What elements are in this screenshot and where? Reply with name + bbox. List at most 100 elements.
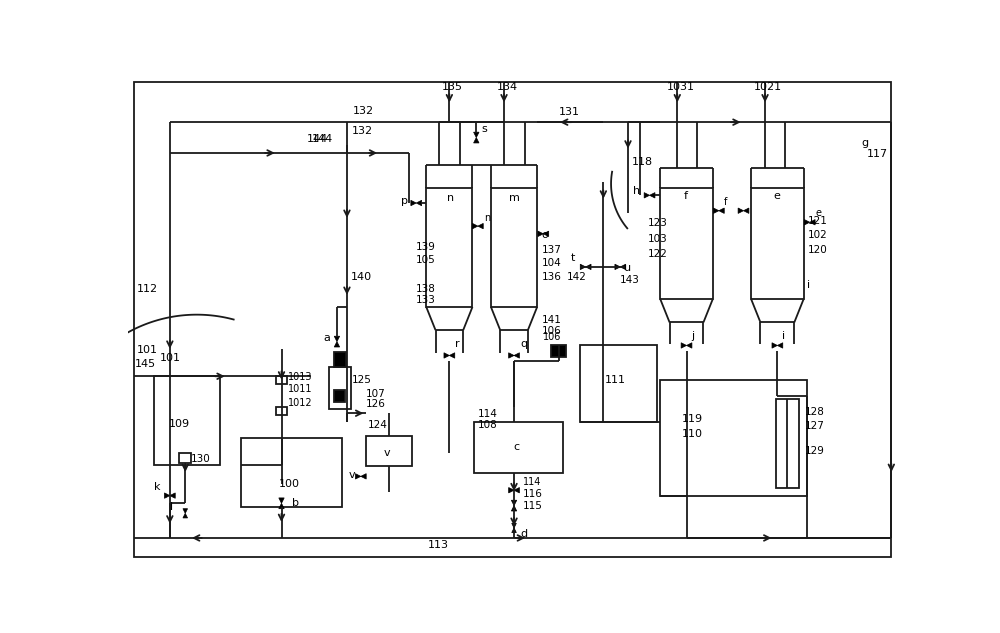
Text: 114: 114 — [523, 477, 541, 487]
Text: 104: 104 — [542, 258, 562, 268]
Text: s: s — [482, 123, 487, 134]
Text: 110: 110 — [682, 429, 703, 439]
Polygon shape — [444, 353, 449, 358]
Polygon shape — [474, 137, 479, 143]
Text: 114: 114 — [478, 409, 498, 418]
Bar — [776, 399, 799, 488]
Polygon shape — [514, 487, 519, 493]
Bar — [241, 438, 342, 507]
Bar — [426, 187, 472, 307]
Polygon shape — [738, 208, 744, 213]
Text: k: k — [154, 482, 161, 492]
Bar — [660, 380, 807, 496]
Polygon shape — [164, 493, 170, 498]
Text: c: c — [513, 442, 519, 452]
Text: 128: 128 — [805, 407, 825, 417]
Text: 127: 127 — [805, 421, 825, 431]
Polygon shape — [361, 473, 366, 479]
Text: 129: 129 — [805, 446, 825, 456]
Polygon shape — [355, 473, 361, 479]
Polygon shape — [472, 223, 478, 229]
Text: 133: 133 — [415, 296, 435, 305]
Text: 144: 144 — [312, 134, 334, 144]
Text: a: a — [324, 333, 331, 342]
Bar — [154, 376, 220, 465]
Polygon shape — [474, 132, 479, 137]
Polygon shape — [416, 200, 422, 206]
Text: 126: 126 — [366, 399, 386, 408]
Text: 134: 134 — [497, 82, 518, 92]
Text: 138: 138 — [415, 284, 435, 294]
Text: p: p — [401, 196, 408, 206]
Text: v: v — [348, 470, 355, 480]
Text: 116: 116 — [523, 489, 542, 499]
Text: 131: 131 — [559, 107, 580, 116]
Bar — [491, 187, 537, 307]
Text: d: d — [520, 529, 527, 539]
Text: 108: 108 — [478, 420, 498, 430]
Text: h: h — [633, 187, 640, 196]
Text: 101: 101 — [137, 346, 158, 356]
Bar — [334, 390, 345, 403]
Polygon shape — [509, 487, 514, 493]
Text: j: j — [691, 331, 694, 341]
Text: 144: 144 — [307, 134, 328, 144]
Text: t: t — [570, 253, 575, 263]
Polygon shape — [620, 264, 626, 270]
Text: 1021: 1021 — [754, 82, 782, 92]
Polygon shape — [744, 208, 749, 213]
Text: 109: 109 — [169, 418, 190, 429]
Polygon shape — [511, 506, 517, 511]
Polygon shape — [580, 264, 586, 270]
Text: 119: 119 — [682, 413, 703, 423]
Text: u: u — [624, 263, 631, 273]
Text: 140: 140 — [351, 272, 372, 282]
Text: f: f — [724, 197, 728, 207]
Text: v: v — [384, 448, 390, 458]
Text: g: g — [861, 137, 868, 147]
Polygon shape — [512, 523, 516, 528]
Text: 101: 101 — [160, 353, 181, 363]
Text: 139: 139 — [415, 242, 435, 251]
Text: e: e — [815, 208, 821, 218]
Text: 106: 106 — [543, 332, 562, 342]
Polygon shape — [334, 336, 340, 342]
Polygon shape — [644, 192, 650, 198]
Text: 125: 125 — [352, 375, 371, 385]
Bar — [334, 351, 346, 367]
Text: o: o — [542, 230, 549, 240]
Text: 137: 137 — [542, 246, 562, 255]
Bar — [329, 367, 351, 410]
Text: 132: 132 — [352, 126, 373, 136]
Text: 102: 102 — [807, 230, 827, 240]
Polygon shape — [478, 223, 483, 229]
Text: 117: 117 — [867, 149, 888, 159]
Text: b: b — [292, 498, 299, 508]
Text: 122: 122 — [648, 249, 668, 259]
Text: 130: 130 — [191, 454, 210, 463]
Polygon shape — [170, 493, 175, 498]
Polygon shape — [334, 342, 340, 347]
Bar — [276, 376, 287, 384]
Polygon shape — [183, 509, 188, 513]
Polygon shape — [586, 264, 591, 270]
Text: 103: 103 — [648, 234, 668, 244]
Text: 124: 124 — [368, 420, 388, 430]
Text: n: n — [447, 193, 454, 203]
Text: 121: 121 — [807, 216, 827, 226]
Polygon shape — [650, 192, 655, 198]
Polygon shape — [777, 342, 783, 348]
Text: q: q — [520, 339, 527, 349]
Polygon shape — [279, 498, 284, 503]
Polygon shape — [514, 353, 519, 358]
Text: 136: 136 — [542, 272, 562, 282]
Text: 115: 115 — [523, 501, 542, 511]
Text: i: i — [807, 280, 811, 290]
Polygon shape — [411, 200, 416, 206]
Polygon shape — [810, 220, 815, 225]
Polygon shape — [804, 220, 810, 225]
Polygon shape — [509, 353, 514, 358]
Text: 111: 111 — [605, 375, 626, 385]
Text: 1013: 1013 — [288, 372, 312, 382]
Text: 1031: 1031 — [666, 82, 694, 92]
